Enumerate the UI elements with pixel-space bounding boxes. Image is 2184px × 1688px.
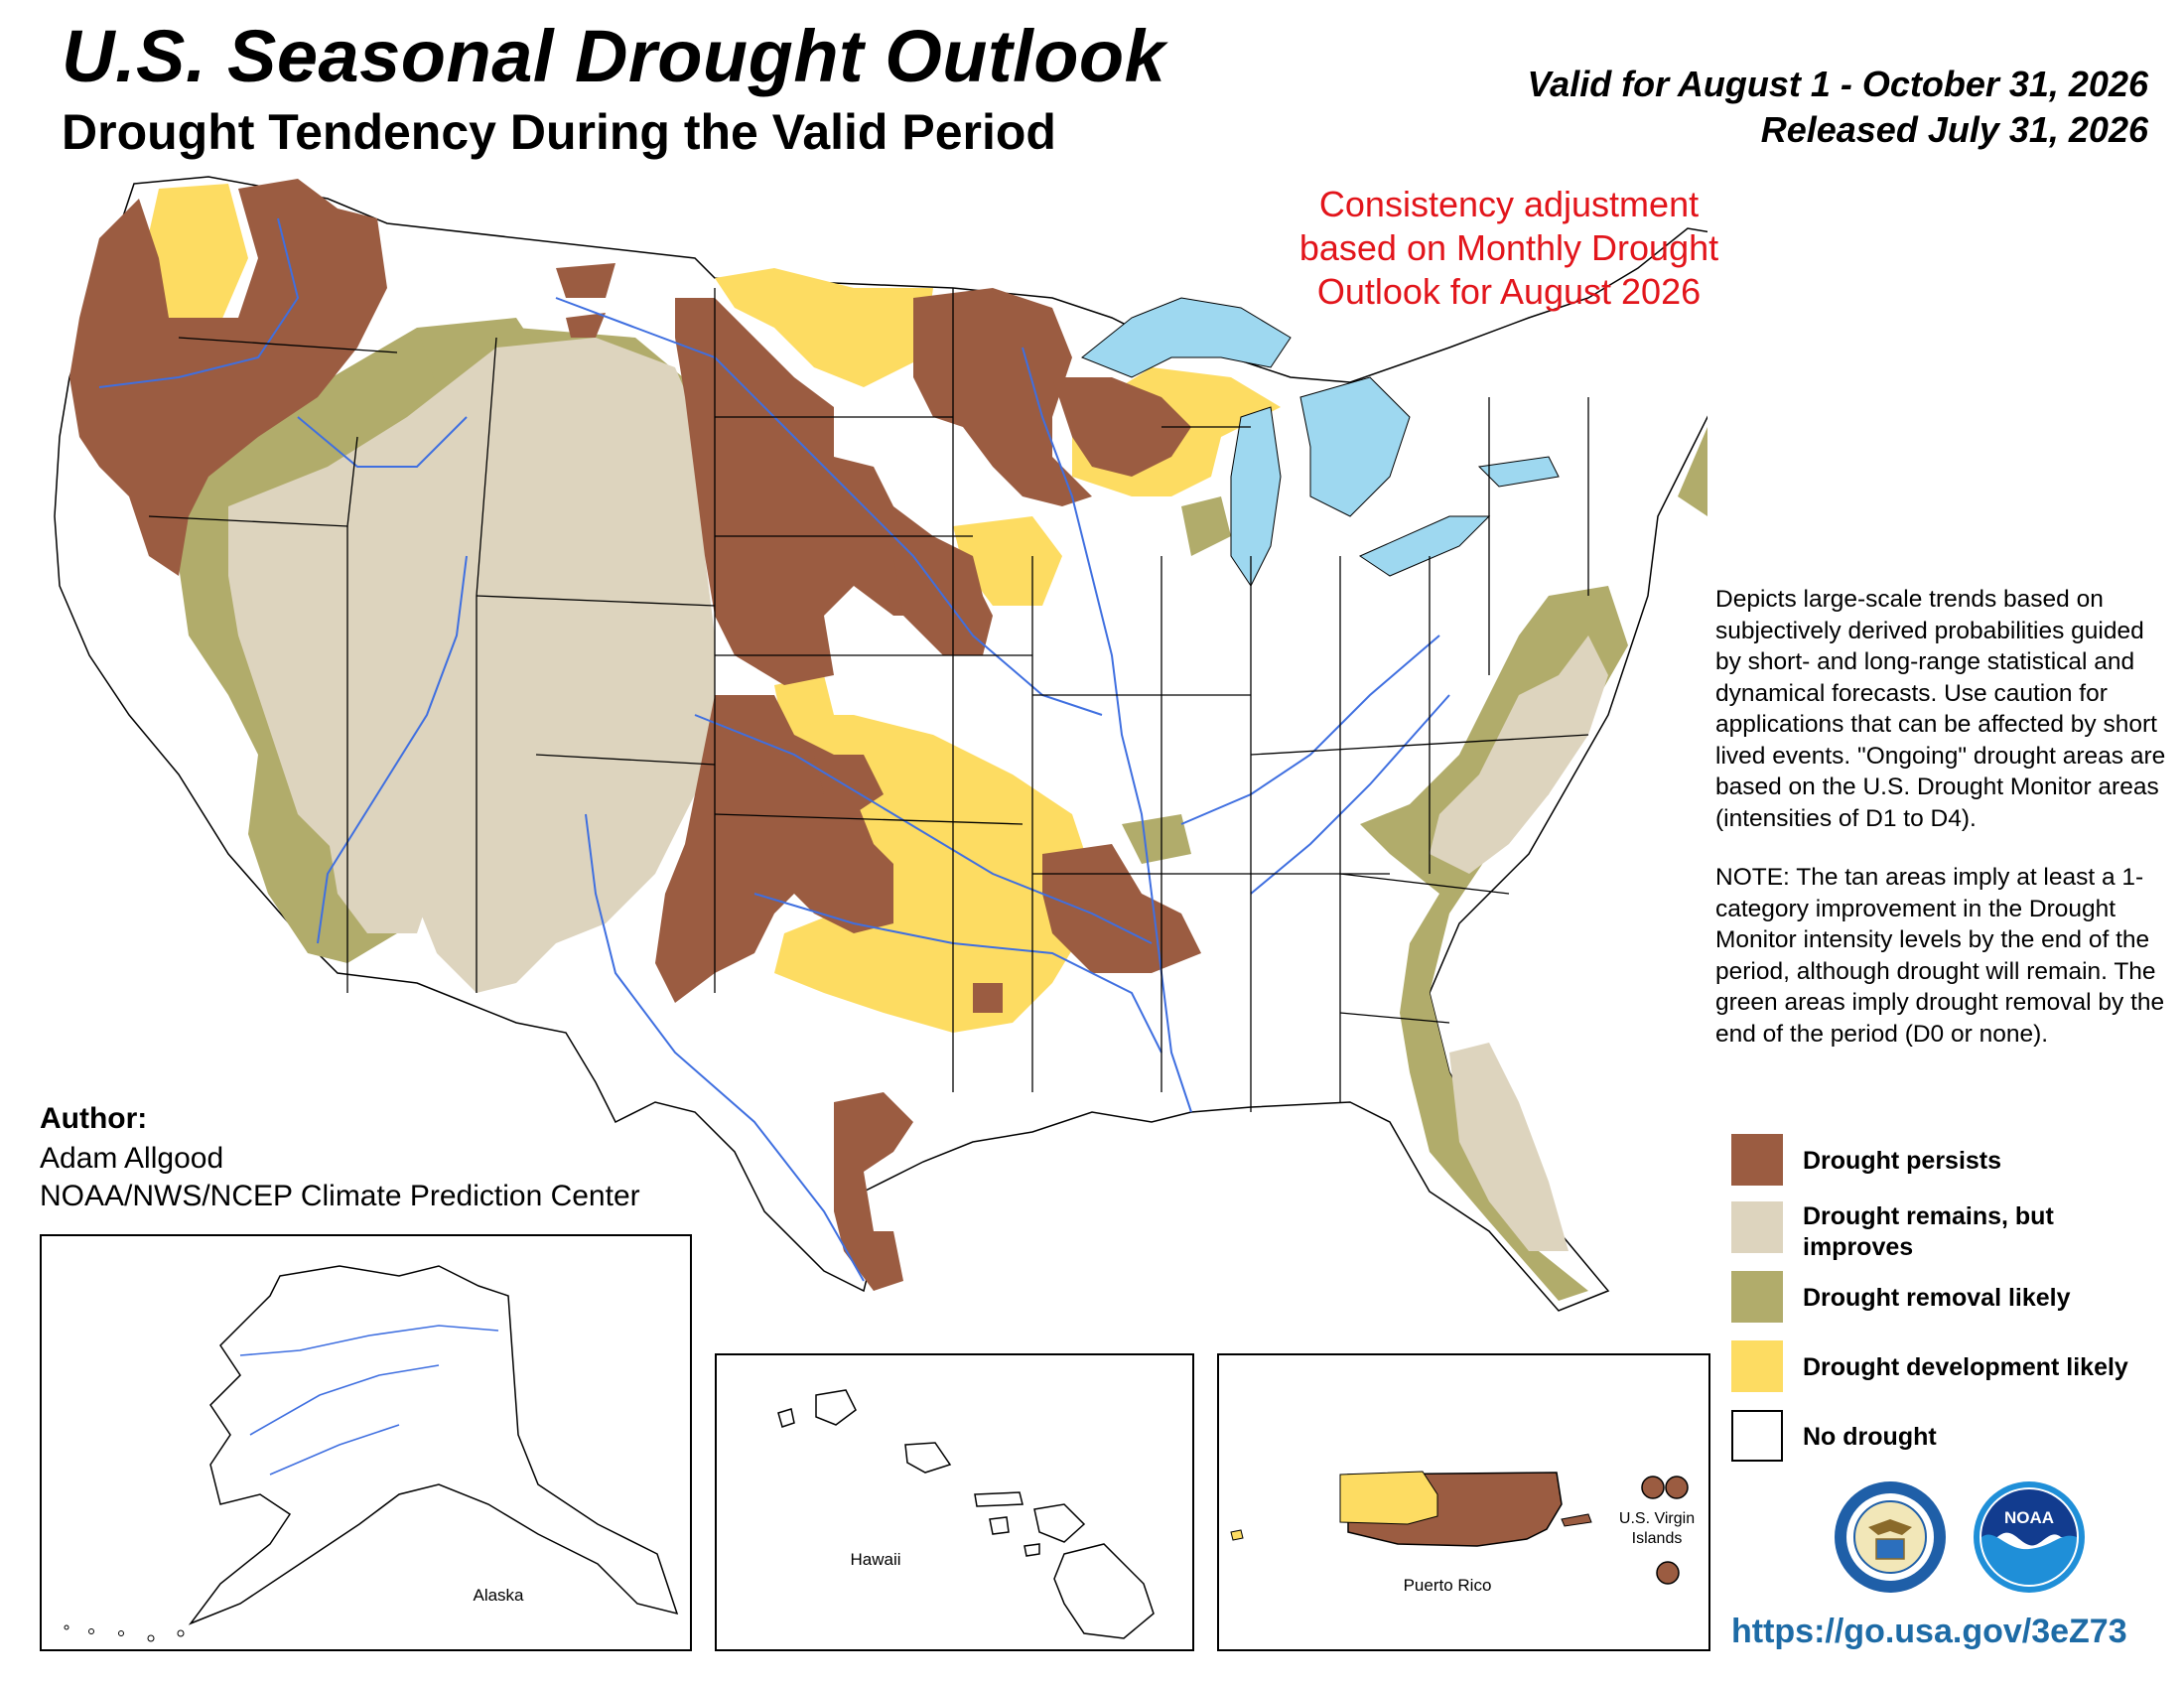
persists-texas-south	[854, 1231, 903, 1291]
legend-swatch-persists	[1731, 1134, 1783, 1186]
maui	[1033, 1503, 1086, 1543]
lake-superior	[1081, 297, 1292, 378]
info-link[interactable]: https://go.usa.gov/3eZ73	[1731, 1613, 2127, 1650]
rivers	[98, 217, 1450, 1282]
legend-swatch-improves	[1731, 1201, 1783, 1253]
description-paragraph: Depicts large-scale trends based on subj…	[1715, 586, 2166, 832]
hawaii-label: Hawaii	[850, 1550, 901, 1569]
improves-mid-atlantic	[1430, 635, 1608, 874]
virgin-islands-label: U.S. Virgin Islands	[1618, 1510, 1696, 1547]
legend-label: No drought	[1803, 1423, 1937, 1451]
consistency-note: Consistency adjustment based on Monthly …	[1298, 184, 1719, 312]
kauai	[815, 1389, 857, 1426]
legend-label: Drought development likely	[1803, 1353, 2128, 1381]
persists-wisconsin	[1052, 377, 1191, 477]
commerce-seal-icon	[1835, 1481, 1946, 1593]
removal-northeast	[1678, 427, 1707, 516]
lake-ontario	[1477, 456, 1560, 488]
legend-item-removal: Drought removal likely	[1731, 1271, 2184, 1327]
alaska-rivers	[239, 1325, 499, 1476]
author-organization: NOAA/NWS/NCEP Climate Prediction Center	[40, 1180, 640, 1212]
noaa-logo-icon: NOAA	[1974, 1481, 2085, 1593]
red-river	[753, 893, 1162, 1054]
author-name: Adam Allgood	[40, 1142, 224, 1175]
conus-map	[54, 176, 1707, 1312]
mona-island	[1230, 1529, 1244, 1541]
puerto-rico-map	[1230, 1471, 1689, 1585]
mississippi-river	[1022, 347, 1192, 1113]
lanai	[989, 1516, 1010, 1535]
vieques	[1561, 1513, 1592, 1527]
state-boundaries	[148, 288, 1589, 1112]
great-lakes	[1081, 297, 1560, 587]
lake-erie	[1358, 515, 1491, 577]
map-subtitle: Drought Tendency During the Valid Period	[62, 104, 1056, 160]
legend-label: Drought persists	[1803, 1147, 2002, 1175]
arkansas-river	[694, 714, 1153, 944]
missouri-river	[555, 297, 1103, 716]
hawaii-inset: Hawaii	[715, 1353, 1194, 1651]
valid-period: Valid for August 1 - October 31, 2026	[1527, 64, 2149, 104]
alaska-map	[64, 1265, 679, 1642]
legend-item-development: Drought development likely	[1731, 1340, 2184, 1396]
st-croix	[1656, 1561, 1680, 1585]
niihau	[777, 1408, 795, 1428]
persists-montana-north	[556, 263, 615, 298]
legend-label: Drought remains, but improves	[1803, 1202, 2054, 1261]
legend-item-no-drought: No drought	[1731, 1410, 2184, 1466]
ohio-river	[1180, 634, 1440, 825]
big-island	[1053, 1543, 1155, 1639]
hawaii-map	[777, 1389, 1155, 1639]
persists-texas-inner	[973, 983, 1003, 1013]
puerto-rico-label: Puerto Rico	[1403, 1576, 1492, 1595]
removal-arkansas	[1122, 814, 1191, 864]
lake-huron	[1299, 376, 1411, 517]
map-title: U.S. Seasonal Drought Outlook	[62, 15, 1166, 97]
persists-pacific-northwest	[69, 179, 387, 576]
alaska-label: Alaska	[473, 1586, 524, 1605]
rio-grande	[585, 813, 865, 1282]
persists-oregon-small	[566, 313, 606, 338]
legend-item-improves: Drought remains, but improves	[1731, 1201, 2184, 1261]
molokai	[974, 1491, 1024, 1507]
alaska-inset: Alaska	[40, 1234, 692, 1651]
lake-michigan	[1230, 406, 1282, 587]
improves-florida	[1449, 1043, 1569, 1251]
development-iowa	[953, 516, 1062, 606]
oahu	[904, 1442, 952, 1474]
legend-label: Drought removal likely	[1803, 1284, 2071, 1312]
columbia-river	[98, 217, 300, 388]
puerto-rico-development	[1339, 1471, 1438, 1525]
noaa-logo-text: NOAA	[2004, 1508, 2054, 1527]
legend-swatch-removal	[1731, 1271, 1783, 1323]
hawaiian-islands	[777, 1389, 1155, 1639]
persists-oklahoma	[814, 755, 884, 814]
persists-minnesota	[913, 288, 1092, 506]
persists-texas	[834, 1092, 913, 1291]
aleutian-islands	[64, 1624, 185, 1642]
legend-swatch-development	[1731, 1340, 1783, 1392]
release-date: Released July 31, 2026	[1760, 109, 2148, 150]
author-label: Author:	[40, 1102, 148, 1135]
description-panel: Depicts large-scale trends based on subj…	[1715, 584, 2172, 1077]
st-thomas	[1641, 1476, 1665, 1499]
colorado-river	[317, 555, 468, 944]
persists-nebraska-iowa	[893, 556, 993, 655]
st-john	[1665, 1476, 1689, 1499]
puerto-rico-inset: Puerto Rico U.S. Virgin Islands	[1217, 1353, 1710, 1651]
development-dakotas	[715, 268, 933, 387]
note-paragraph: NOTE: The tan areas imply at least a 1-c…	[1715, 864, 2165, 1048]
development-washington	[139, 184, 248, 338]
removal-michigan	[1181, 496, 1231, 556]
development-nebraska	[774, 675, 834, 735]
legend-item-persists: Drought persists	[1731, 1134, 2184, 1190]
improves-southwest	[328, 824, 437, 933]
alaska-land	[188, 1265, 679, 1625]
snake-river	[297, 416, 468, 468]
legend-swatch-no-drought	[1731, 1410, 1783, 1462]
kahoolawe	[1024, 1543, 1040, 1557]
